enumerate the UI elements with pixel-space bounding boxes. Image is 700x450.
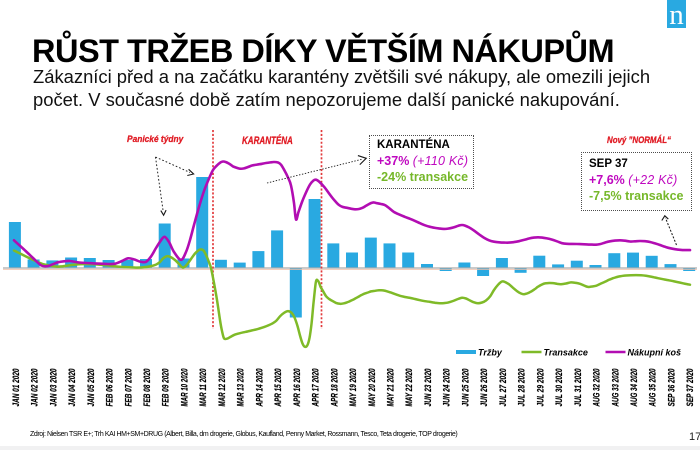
svg-text:APR 16 2020: APR 16 2020 bbox=[292, 369, 302, 408]
svg-text:JUL 29 2020: JUL 29 2020 bbox=[535, 369, 545, 407]
svg-text:JUL 31 2020: JUL 31 2020 bbox=[573, 369, 583, 407]
svg-text:AUG 32 2020: AUG 32 2020 bbox=[592, 369, 602, 408]
svg-text:FEB 06 2020: FEB 06 2020 bbox=[105, 369, 115, 407]
svg-text:MAY 19 2020: MAY 19 2020 bbox=[348, 369, 358, 407]
svg-text:FEB 07 2020: FEB 07 2020 bbox=[123, 369, 133, 407]
svg-text:JUN 26 2020: JUN 26 2020 bbox=[479, 369, 489, 407]
svg-text:JAN 05 2020: JAN 05 2020 bbox=[86, 369, 96, 407]
svg-text:MAY 21 2020: MAY 21 2020 bbox=[386, 369, 396, 407]
svg-text:JAN 02 2020: JAN 02 2020 bbox=[30, 369, 40, 407]
svg-text:APR 17 2020: APR 17 2020 bbox=[311, 369, 321, 408]
svg-text:SEP 37 2020: SEP 37 2020 bbox=[685, 369, 695, 407]
svg-text:JUL 28 2020: JUL 28 2020 bbox=[517, 369, 527, 407]
svg-text:FEB 08 2020: FEB 08 2020 bbox=[142, 369, 152, 407]
svg-text:JUL 30 2020: JUL 30 2020 bbox=[554, 369, 564, 407]
svg-text:Tržby: Tržby bbox=[478, 348, 503, 358]
svg-text:JUL 27 2020: JUL 27 2020 bbox=[498, 368, 508, 406]
svg-text:JAN 03 2020: JAN 03 2020 bbox=[48, 369, 58, 407]
svg-text:Nákupní koš: Nákupní koš bbox=[628, 348, 682, 358]
svg-text:JAN 01 2020: JAN 01 2020 bbox=[11, 369, 21, 407]
svg-text:AUG 33 2020: AUG 33 2020 bbox=[610, 369, 620, 408]
svg-text:APR 15 2020: APR 15 2020 bbox=[273, 369, 283, 408]
svg-text:FEB 09 2020: FEB 09 2020 bbox=[161, 369, 171, 407]
svg-text:Transakce: Transakce bbox=[544, 348, 588, 358]
svg-text:AUG 34 2020: AUG 34 2020 bbox=[629, 369, 639, 408]
svg-text:APR 14 2020: APR 14 2020 bbox=[254, 369, 264, 408]
svg-text:AUG 35 2020: AUG 35 2020 bbox=[648, 369, 658, 408]
svg-text:MAR 12 2020: MAR 12 2020 bbox=[217, 369, 227, 407]
svg-text:JUN 25 2020: JUN 25 2020 bbox=[460, 369, 470, 407]
svg-text:JUN 23 2020: JUN 23 2020 bbox=[423, 369, 433, 407]
svg-text:JUN 24 2020: JUN 24 2020 bbox=[442, 369, 452, 407]
svg-text:APR 18 2020: APR 18 2020 bbox=[329, 369, 339, 408]
svg-text:MAR 10 2020: MAR 10 2020 bbox=[180, 369, 190, 407]
svg-text:MAR 13 2020: MAR 13 2020 bbox=[236, 369, 246, 407]
svg-text:JAN 04 2020: JAN 04 2020 bbox=[67, 369, 77, 407]
svg-text:SEP 36 2020: SEP 36 2020 bbox=[667, 369, 677, 407]
svg-text:MAR 11 2020: MAR 11 2020 bbox=[198, 369, 208, 407]
svg-text:MAY 22 2020: MAY 22 2020 bbox=[404, 369, 414, 407]
svg-text:MAY 20 2020: MAY 20 2020 bbox=[367, 369, 377, 407]
